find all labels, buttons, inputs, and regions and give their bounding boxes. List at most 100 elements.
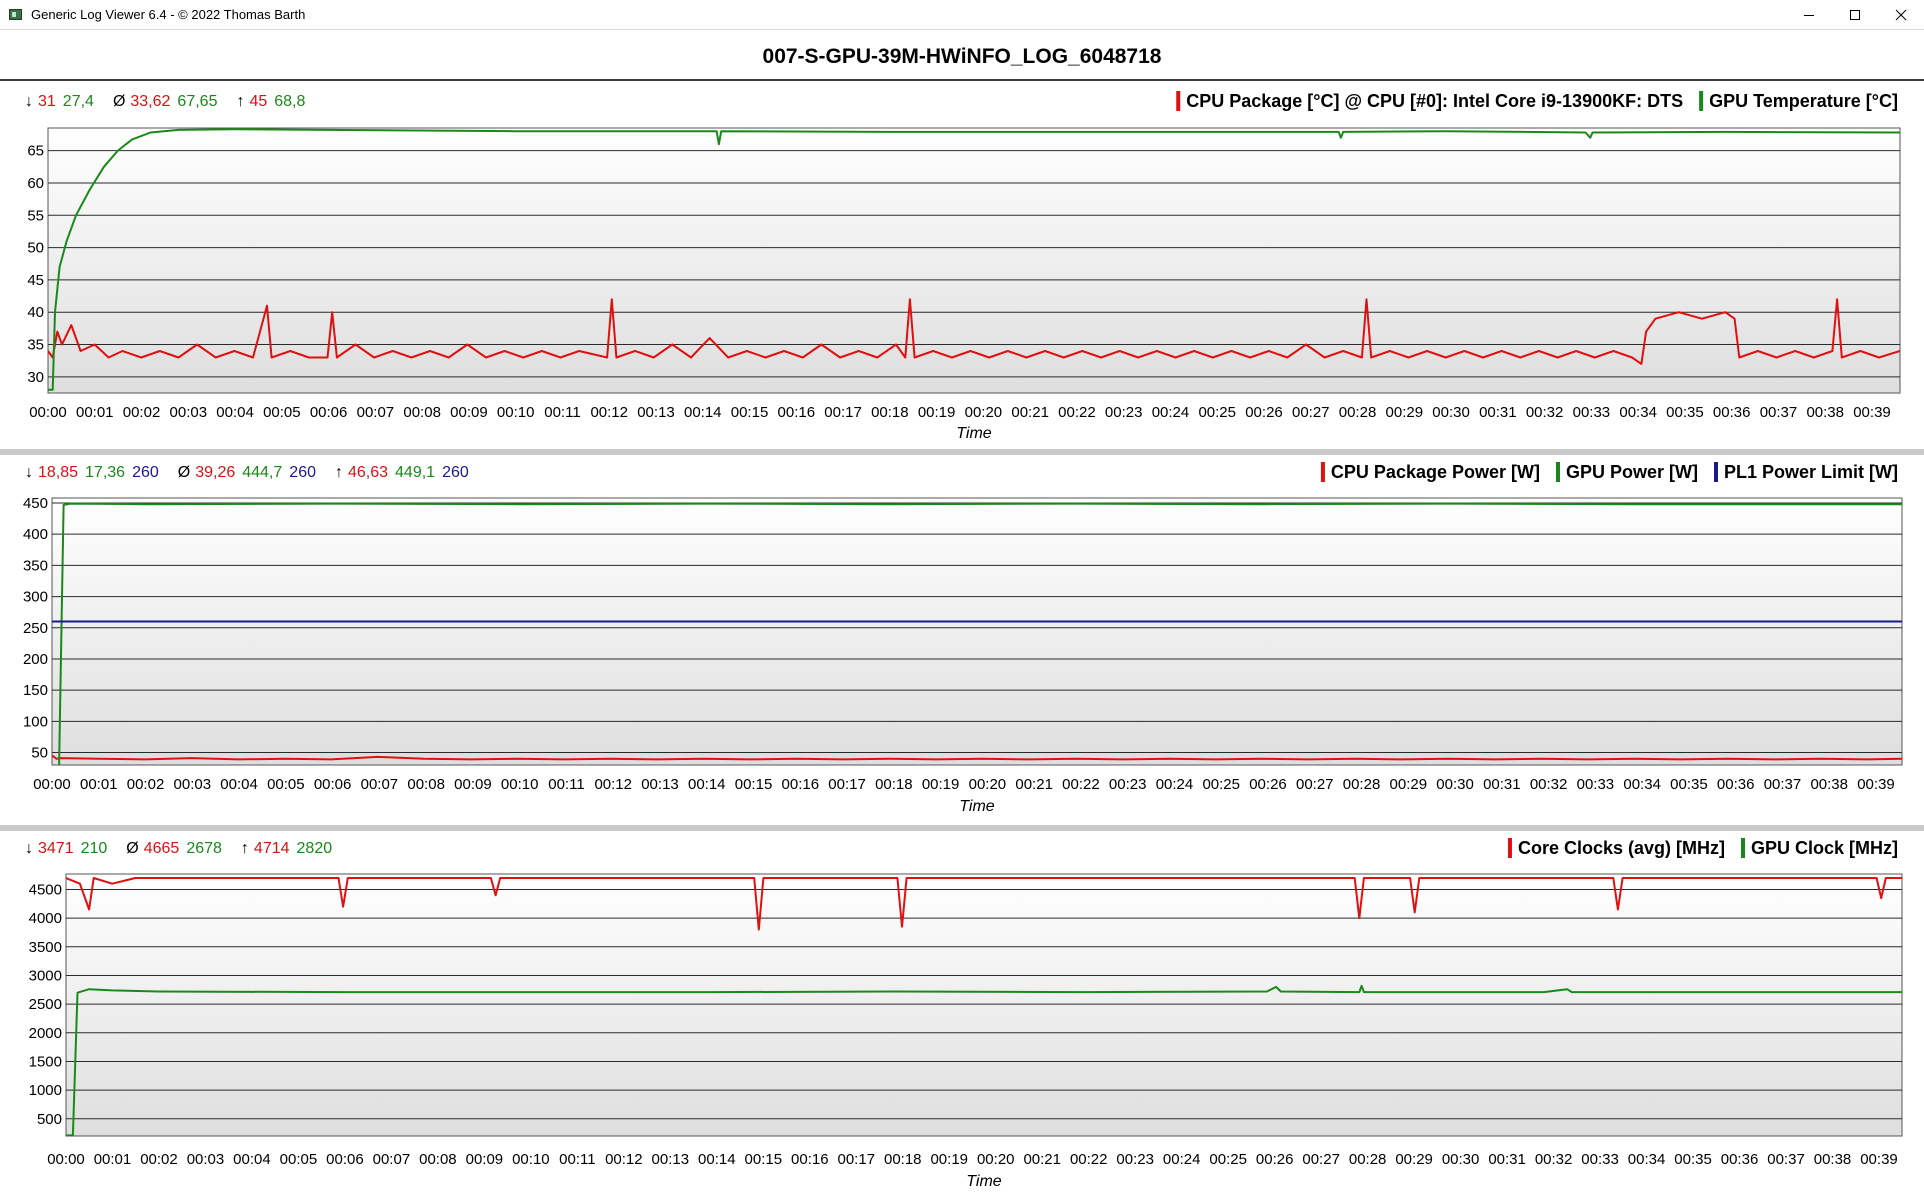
x-tick-label: 00:26 (1249, 776, 1287, 793)
y-tick-label: 60 (27, 175, 44, 192)
y-tick-label: 150 (23, 682, 48, 699)
stat-value: 68,8 (274, 93, 305, 110)
document-title-bar: 007-S-GPU-39M-HWiNFO_LOG_6048718 (0, 31, 1924, 81)
stat-value: 31 (38, 93, 56, 110)
series-line-1 (48, 128, 1900, 391)
x-tick-label: 00:39 (1857, 776, 1895, 793)
maximize-button[interactable] (1832, 0, 1878, 30)
x-tick-label: 00:27 (1302, 1151, 1340, 1168)
x-tick-label: 00:06 (326, 1151, 364, 1168)
window-title: Generic Log Viewer 6.4 - © 2022 Thomas B… (31, 7, 306, 22)
stat-value: 17,36 (85, 464, 125, 481)
x-tick-label: 00:18 (884, 1151, 922, 1168)
x-tick-label: 00:21 (1015, 776, 1053, 793)
x-tick-label: 00:36 (1721, 1151, 1759, 1168)
x-tick-label: 00:18 (875, 776, 913, 793)
x-tick-label: 00:08 (407, 776, 445, 793)
document-title: 007-S-GPU-39M-HWiNFO_LOG_6048718 (762, 45, 1162, 68)
y-tick-label: 50 (27, 240, 44, 257)
panel-divider[interactable] (0, 449, 1924, 455)
y-tick-label: 3000 (29, 967, 62, 984)
x-tick-label: 00:13 (637, 404, 675, 421)
close-button[interactable] (1878, 0, 1924, 30)
panel-divider[interactable] (0, 825, 1924, 831)
x-tick-label: 00:20 (965, 404, 1003, 421)
x-tick-label: 00:03 (170, 404, 208, 421)
series-line-0 (66, 877, 1902, 931)
x-tick-label: 00:30 (1432, 404, 1470, 421)
x-tick-label: 00:31 (1488, 1151, 1526, 1168)
x-tick-label: 00:38 (1806, 404, 1844, 421)
app-icon (9, 9, 22, 20)
x-tick-label: 00:32 (1530, 776, 1568, 793)
x-tick-label: 00:26 (1245, 404, 1283, 421)
legend-label: PL1 Power Limit [W] (1724, 462, 1898, 482)
x-tick-label: 00:13 (641, 776, 679, 793)
x-tick-label: 00:28 (1339, 404, 1377, 421)
y-tick-label: 1000 (29, 1082, 62, 1099)
x-tick-label: 00:10 (497, 404, 535, 421)
x-tick-label: 00:17 (838, 1151, 876, 1168)
y-tick-label: 40 (27, 304, 44, 321)
stat-symbol: ↓ (25, 464, 33, 481)
stat-value: 210 (81, 840, 108, 857)
x-tick-label: 00:00 (47, 1151, 85, 1168)
x-tick-label: 00:20 (977, 1151, 1015, 1168)
chart-panel-clocks: 500 1000 1500 2000 2500 3000 3500 4000 4500 00:00… (0, 831, 1924, 1201)
x-tick-label: 00:03 (174, 776, 212, 793)
y-tick-label: 450 (23, 495, 48, 512)
x-tick-label: 00:37 (1764, 776, 1802, 793)
series-line-1 (58, 502, 1902, 765)
stat-value: 444,7 (242, 464, 282, 481)
minimize-button[interactable] (1786, 0, 1832, 30)
x-tick-label: 00:11 (559, 1151, 595, 1168)
x-tick-label: 00:25 (1209, 1151, 1247, 1168)
x-tick-label: 00:14 (688, 776, 726, 793)
x-tick-label: 00:14 (684, 404, 722, 421)
x-tick-label: 00:09 (466, 1151, 504, 1168)
temperature-chart: 30 35 40 45 50 55 60 65 00:00 00:01 00:02 00:03 00:0… (25, 91, 1901, 442)
x-tick-label: 00:29 (1395, 1151, 1433, 1168)
x-tick-label: 00:09 (454, 776, 492, 793)
stat-value: 3471 (38, 840, 74, 857)
y-tick-label: 65 (27, 143, 44, 160)
stat-value: 4714 (254, 840, 290, 857)
x-axis-label: Time (956, 425, 992, 442)
legend-swatch (1740, 838, 1745, 858)
x-tick-label: 00:05 (263, 404, 301, 421)
x-tick-label: 00:22 (1062, 776, 1100, 793)
legend-label: CPU Package [°C] @ CPU [#0]: Intel Core … (1186, 91, 1683, 111)
x-tick-label: 00:01 (76, 404, 114, 421)
x-tick-label: 00:16 (782, 776, 820, 793)
x-tick-label: 00:15 (731, 404, 769, 421)
y-tick-label: 30 (27, 369, 44, 386)
x-tick-label: 00:19 (922, 776, 960, 793)
y-tick-label: 100 (23, 713, 48, 730)
stat-value: 260 (132, 464, 159, 481)
stat-symbol: Ø (113, 93, 125, 110)
y-tick-label: 2500 (29, 996, 62, 1013)
x-tick-label: 00:22 (1058, 404, 1096, 421)
x-tick-label: 00:05 (267, 776, 305, 793)
x-tick-label: 00:10 (501, 776, 539, 793)
y-tick-label: 300 (23, 589, 48, 606)
x-tick-label: 00:23 (1109, 776, 1147, 793)
y-tick-label: 500 (37, 1111, 62, 1128)
x-tick-label: 00:04 (220, 776, 258, 793)
stat-value: 33,62 (130, 93, 170, 110)
x-tick-label: 00:00 (29, 404, 67, 421)
stat-symbol: ↑ (335, 464, 343, 481)
x-tick-label: 00:02 (127, 776, 165, 793)
x-tick-label: 00:37 (1760, 404, 1798, 421)
close-icon (1895, 9, 1907, 21)
stat-symbol: ↑ (241, 840, 249, 857)
x-tick-label: 00:14 (698, 1151, 736, 1168)
x-tick-label: 00:21 (1011, 404, 1049, 421)
stat-value: 45 (249, 93, 267, 110)
legend-swatch (1555, 462, 1560, 482)
x-tick-label: 00:28 (1343, 776, 1381, 793)
stat-value: 67,65 (177, 93, 217, 110)
x-tick-label: 00:39 (1860, 1151, 1898, 1168)
x-tick-label: 00:32 (1526, 404, 1564, 421)
x-tick-label: 00:04 (216, 404, 254, 421)
